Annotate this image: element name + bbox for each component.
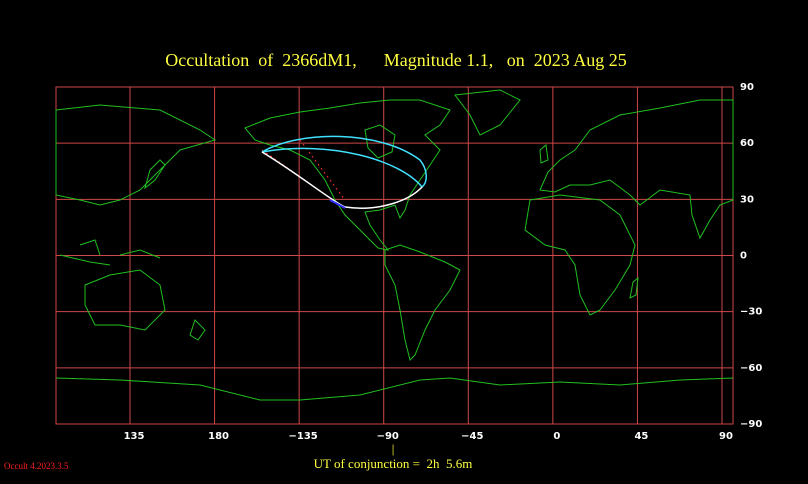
lat-tick-label: −60 (740, 363, 762, 374)
lon-tick-label: 0 (553, 431, 560, 442)
grid (56, 86, 733, 425)
eurasia-west (55, 104, 217, 206)
lon-tick-label: −45 (461, 431, 483, 442)
lon-tick-label: −90 (377, 431, 399, 442)
lat-tick-label: 90 (740, 82, 754, 93)
lon-tick-label: 45 (634, 431, 648, 442)
africa (524, 194, 636, 316)
version: Occult 4.2023.3.5 (4, 461, 69, 471)
coastlines (55, 89, 734, 401)
lat-tick-label: 0 (740, 251, 747, 262)
lon-tick-label: 90 (719, 431, 733, 442)
lon-tick-label: 180 (208, 431, 229, 442)
hudson-bay (364, 124, 396, 159)
path-limit-dotted (261, 139, 346, 206)
map-title: Occultation of 2366dM1, Magnitude 1.1, o… (165, 50, 626, 70)
greenland (454, 89, 521, 136)
antarctica (55, 377, 734, 401)
lon-tick-label: −135 (289, 431, 318, 442)
conjunction-label: UT of conjunction = 2h 5.6m (314, 456, 473, 471)
lon-tick-label: 135 (124, 431, 145, 442)
path-cyan (261, 135, 427, 189)
lat-tick-label: −90 (740, 419, 762, 430)
new-zealand (189, 319, 206, 341)
north-america (244, 99, 451, 251)
australia (84, 269, 166, 331)
british-isles (539, 144, 549, 164)
conjunction-marker: | (392, 441, 395, 456)
path-blue (329, 199, 346, 209)
occultation-path (261, 135, 427, 209)
indonesia (59, 239, 161, 266)
lat-tick-label: −30 (740, 307, 762, 318)
japan (144, 159, 166, 190)
lat-tick-label: 60 (740, 138, 754, 149)
lat-tick-label: 30 (740, 194, 754, 205)
south-america (384, 244, 461, 361)
madagascar (629, 276, 639, 299)
eurasia-east (539, 99, 734, 240)
